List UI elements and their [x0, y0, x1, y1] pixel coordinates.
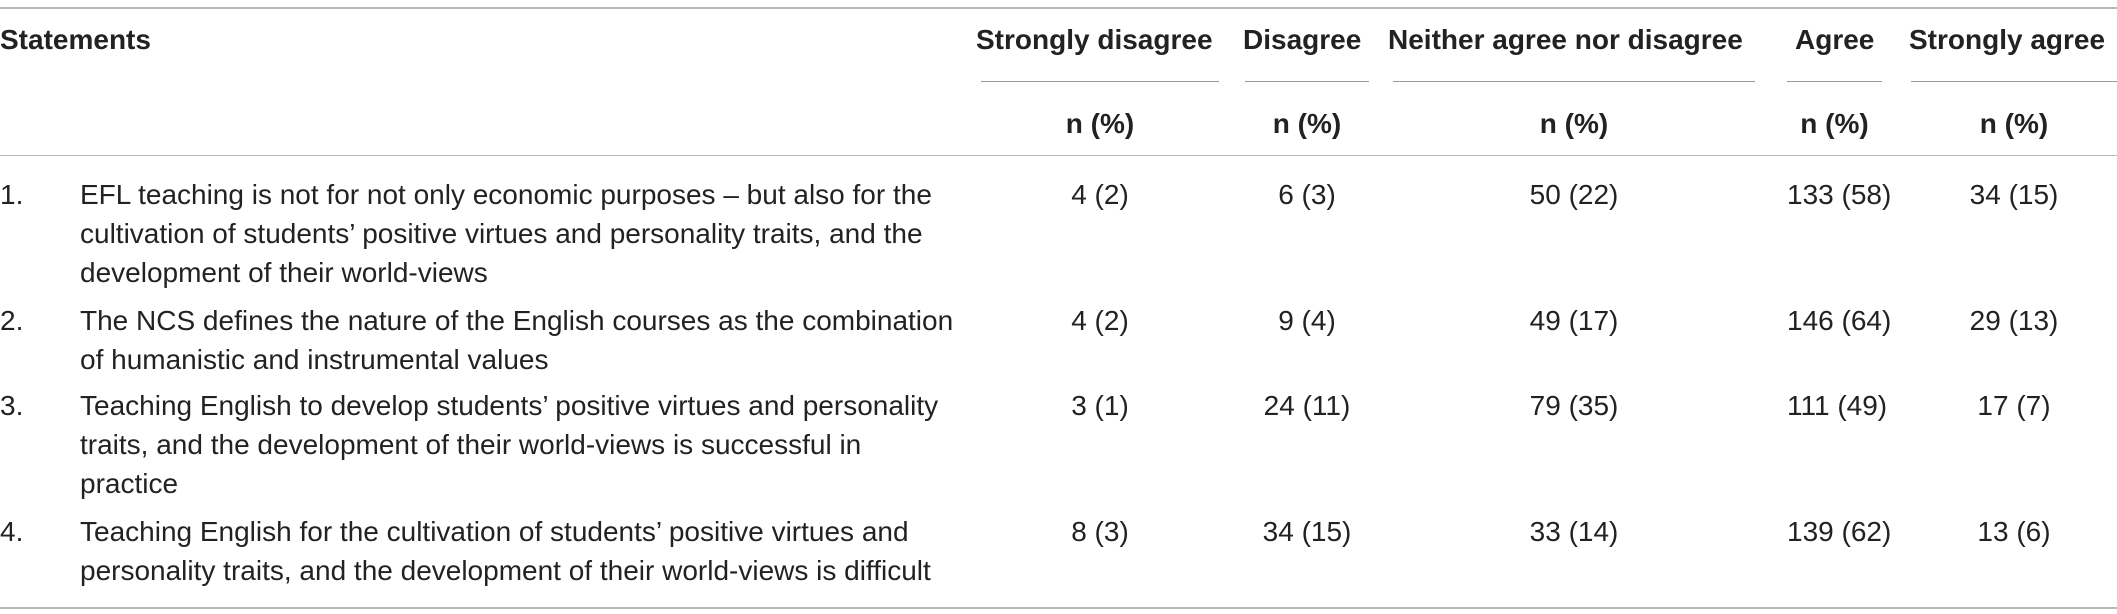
statement-text: EFL teaching is not for not only economi…: [80, 179, 932, 288]
cell-strongly-disagree: 4 (2): [1071, 305, 1129, 336]
cell-agree: 111 (49): [1787, 390, 1888, 421]
subheader-neither: n (%): [1539, 108, 1609, 139]
statement-text: The NCS defines the nature of the Englis…: [80, 305, 954, 375]
cell-agree: 146 (64): [1787, 305, 1892, 336]
statement-text: Teaching English for the cultivation of …: [80, 516, 931, 586]
subheader-strongly-agree: n (%): [1979, 108, 2049, 139]
cell-neither: 49 (17): [1529, 305, 1619, 336]
cell-strongly-agree: 17 (7): [1977, 390, 2051, 421]
cell-disagree: 9 (4): [1278, 305, 1336, 336]
cell-disagree: 6 (3): [1278, 179, 1336, 210]
underline-agree: [1787, 81, 1882, 82]
underline-strongly-agree: [1911, 81, 2117, 82]
header-statements: Statements: [0, 24, 151, 55]
cell-strongly-agree: 13 (6): [1977, 516, 2051, 547]
subheader-disagree: n (%): [1272, 108, 1342, 139]
cell-disagree: 24 (11): [1263, 390, 1351, 421]
header-strongly-disagree: Strongly disagree: [976, 24, 1213, 55]
underline-neither: [1393, 81, 1755, 82]
cell-strongly-disagree: 4 (2): [1071, 179, 1129, 210]
table-bottom-rule: [0, 607, 2117, 609]
statement-text: Teaching English to develop students’ po…: [80, 390, 939, 499]
row-number: 2.: [0, 305, 24, 336]
header-agree: Agree: [1795, 24, 1875, 55]
cell-strongly-disagree: 8 (3): [1071, 516, 1129, 547]
cell-neither: 33 (14): [1529, 516, 1619, 547]
row-number: 4.: [0, 516, 24, 547]
cell-agree: 133 (58): [1787, 179, 1892, 210]
subheader-strongly-disagree: n (%): [1065, 108, 1135, 139]
cell-strongly-agree: 34 (15): [1969, 179, 2059, 210]
header-disagree: Disagree: [1243, 24, 1362, 55]
cell-strongly-agree: 29 (13): [1969, 305, 2059, 336]
table-top-rule: [0, 7, 2117, 9]
underline-disagree: [1245, 81, 1369, 82]
cell-agree: 139 (62): [1787, 516, 1892, 547]
subheader-agree: n (%): [1800, 108, 1869, 139]
cell-strongly-disagree: 3 (1): [1071, 390, 1129, 421]
header-neither: Neither agree nor disagree: [1388, 24, 1743, 55]
underline-strongly-disagree: [981, 81, 1219, 82]
cell-neither: 79 (35): [1529, 390, 1619, 421]
header-strongly-agree: Strongly agree: [1909, 24, 2106, 55]
row-number: 1.: [0, 179, 24, 210]
cell-disagree: 34 (15): [1262, 516, 1352, 547]
row-number: 3.: [0, 390, 24, 421]
cell-neither: 50 (22): [1529, 179, 1619, 210]
header-bottom-rule: [0, 155, 2117, 156]
